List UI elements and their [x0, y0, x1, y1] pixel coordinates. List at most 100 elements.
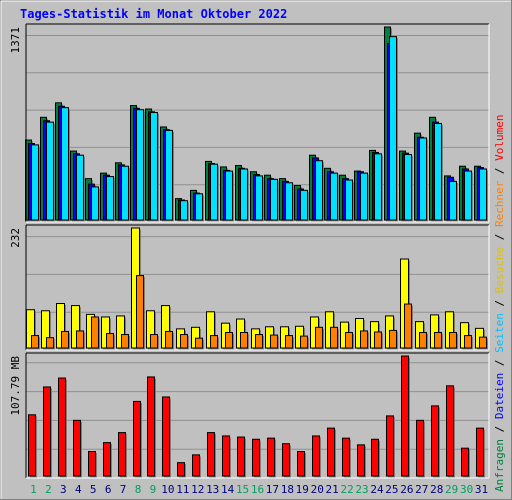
bar-volumen-day-20 — [312, 435, 320, 477]
bar-seiten-day-30 — [464, 170, 472, 221]
bar-rechner-day-27 — [419, 331, 427, 349]
bar-volumen-day-7 — [118, 432, 126, 477]
x-day-label-10: 10 — [161, 483, 174, 496]
legend-part: Anfragen — [493, 439, 506, 492]
y-max-label-requests: 1371 — [9, 27, 22, 54]
x-day-label-15: 15 — [236, 483, 249, 496]
x-day-label-24: 24 — [370, 483, 384, 496]
bar-rechner-day-25 — [389, 329, 397, 349]
bar-volumen-day-11 — [177, 462, 185, 477]
bar-volumen-day-5 — [88, 451, 96, 477]
bar-volumen-day-21 — [327, 427, 335, 477]
bar-seiten-day-29 — [449, 180, 457, 221]
x-day-label-18: 18 — [281, 483, 294, 496]
legend-part: Besuche — [493, 247, 506, 293]
x-day-label-7: 7 — [120, 483, 127, 496]
y-max-label-visits: 232 — [9, 228, 22, 248]
bar-seiten-day-27 — [419, 137, 427, 221]
bar-rechner-day-1 — [31, 335, 39, 349]
bar-rechner-day-21 — [330, 326, 338, 349]
panel-requests — [25, 23, 490, 223]
legend-part: / — [493, 227, 506, 247]
bar-rechner-day-30 — [464, 335, 472, 349]
y-max-label-volume: 107.79 MB — [9, 356, 22, 416]
bar-volumen-day-3 — [58, 377, 66, 477]
legend-part: / — [493, 161, 506, 181]
bar-rechner-day-31 — [479, 336, 487, 349]
bar-volumen-day-17 — [267, 437, 275, 477]
bar-seiten-day-19 — [300, 189, 308, 221]
bar-rechner-day-16 — [255, 334, 263, 349]
x-day-label-8: 8 — [135, 483, 142, 496]
bar-volumen-day-4 — [73, 419, 81, 477]
bar-seiten-day-2 — [46, 121, 54, 221]
bar-rechner-day-10 — [165, 330, 173, 349]
bar-volumen-day-26 — [401, 355, 409, 477]
bar-volumen-day-18 — [282, 443, 290, 477]
bar-volumen-day-27 — [416, 419, 424, 477]
x-day-label-2: 2 — [45, 483, 52, 496]
legend-part: / — [493, 353, 506, 373]
bar-seiten-day-18 — [285, 182, 293, 221]
bar-rechner-day-28 — [434, 331, 442, 349]
bar-rechner-day-5 — [91, 316, 99, 349]
bar-rechner-day-24 — [374, 331, 382, 349]
bar-volumen-day-15 — [237, 436, 245, 477]
bar-seiten-day-21 — [330, 172, 338, 221]
bar-seiten-day-23 — [360, 172, 368, 221]
bar-seiten-day-28 — [434, 123, 442, 221]
bar-volumen-day-13 — [207, 432, 215, 477]
bar-volumen-day-22 — [342, 437, 350, 477]
bar-rechner-day-19 — [300, 335, 308, 349]
x-day-label-27: 27 — [415, 483, 428, 496]
bar-volumen-day-12 — [192, 454, 200, 477]
x-day-label-28: 28 — [430, 483, 443, 496]
bar-rechner-day-14 — [225, 331, 233, 349]
bar-rechner-day-17 — [270, 334, 278, 349]
legend-part: Rechner — [493, 180, 506, 227]
x-day-label-21: 21 — [326, 483, 339, 496]
panel-visits — [25, 224, 490, 351]
x-day-label-19: 19 — [296, 483, 309, 496]
bar-rechner-day-22 — [345, 331, 353, 349]
bar-rechner-day-29 — [449, 331, 457, 349]
bar-seiten-day-14 — [225, 170, 233, 221]
bar-seiten-day-20 — [315, 160, 323, 221]
chart-panels — [25, 23, 490, 479]
bar-seiten-day-10 — [165, 129, 173, 221]
bar-volumen-day-24 — [371, 438, 379, 477]
x-axis-day-labels: 1 2 3 4 5 6 7 8 9 10 11 12 13 14 15 16 17 18 19 20 21 22 23 24 2… — [30, 483, 488, 496]
bar-seiten-day-8 — [136, 109, 144, 221]
bar-rechner-day-12 — [195, 337, 203, 349]
bar-seiten-day-13 — [210, 163, 218, 221]
y-axis-max-labels: 1371 232 107.79 MB — [9, 27, 22, 416]
bar-volumen-day-8 — [133, 400, 141, 477]
bar-rechner-day-2 — [46, 337, 54, 349]
bar-volumen-day-31 — [476, 427, 484, 477]
bar-rechner-day-15 — [240, 331, 248, 349]
x-day-label-20: 20 — [311, 483, 324, 496]
bar-seiten-day-11 — [180, 200, 188, 221]
x-day-label-31: 31 — [475, 483, 488, 496]
x-day-label-17: 17 — [266, 483, 279, 496]
bar-seiten-day-17 — [270, 178, 278, 221]
bar-seiten-day-16 — [255, 175, 263, 221]
bar-seiten-day-5 — [91, 186, 99, 221]
bar-besuche-day-7 — [116, 315, 125, 349]
bar-besuche-day-3 — [56, 303, 65, 349]
bar-rechner-day-6 — [106, 333, 114, 349]
bar-volumen-day-2 — [43, 386, 51, 477]
bar-rechner-day-4 — [76, 330, 84, 349]
x-day-label-12: 12 — [191, 483, 204, 496]
bar-besuche-day-4 — [71, 305, 80, 349]
x-day-label-11: 11 — [176, 483, 189, 496]
bar-besuche-day-2 — [41, 310, 50, 349]
bar-volumen-day-10 — [162, 396, 170, 477]
bar-seiten-day-25 — [389, 36, 397, 221]
legend-part: Dateien — [493, 373, 506, 419]
legend-part: / — [493, 293, 506, 313]
x-day-label-30: 30 — [460, 483, 473, 496]
bar-rechner-day-23 — [360, 330, 368, 349]
